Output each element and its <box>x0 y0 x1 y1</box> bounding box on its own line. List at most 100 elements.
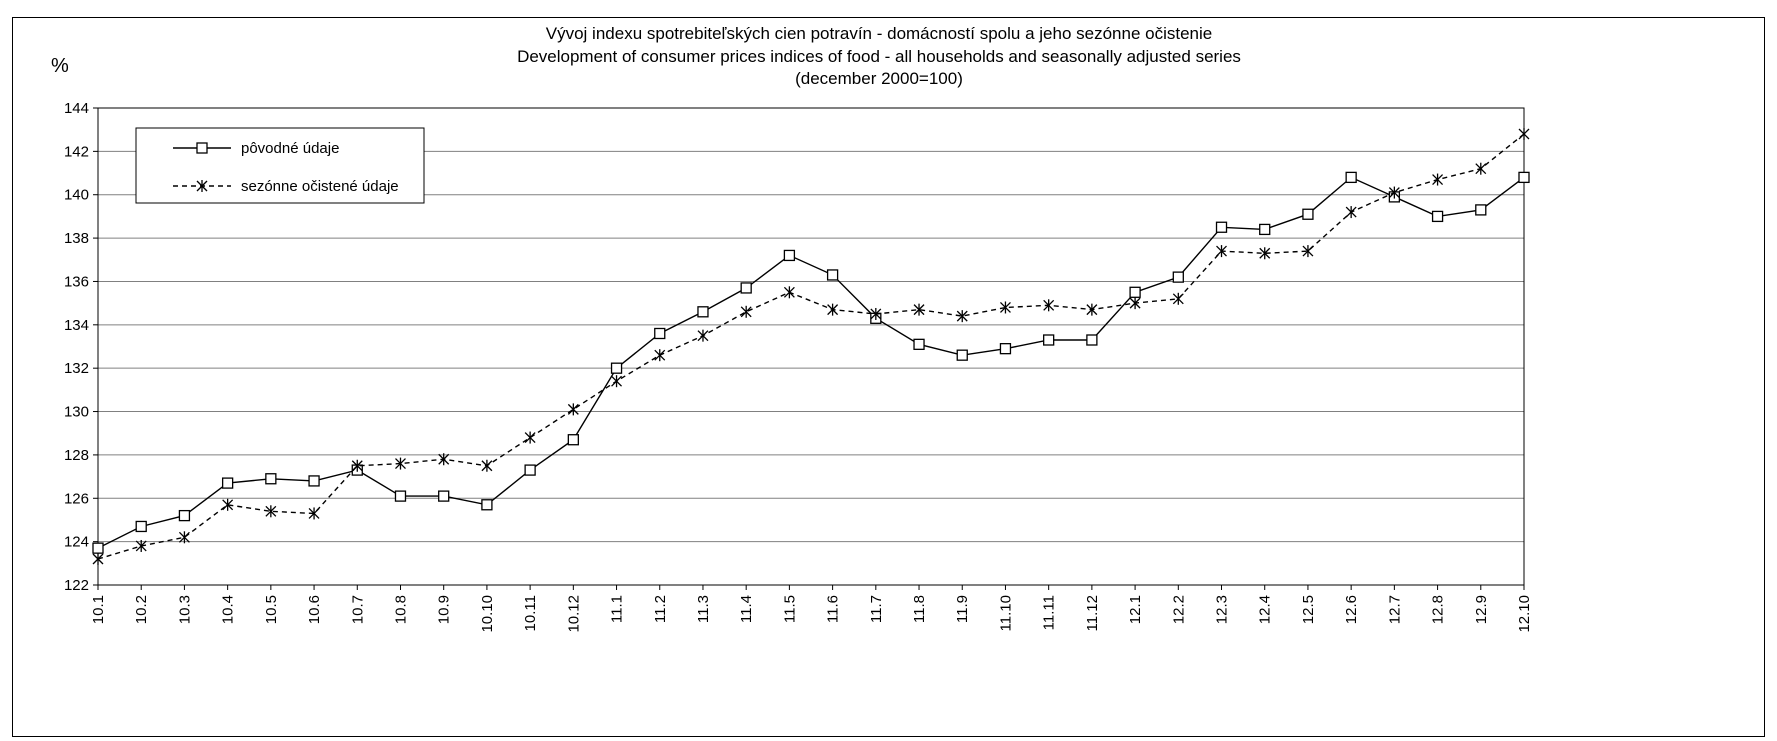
data-point-square <box>178 509 191 522</box>
data-point-asterisk <box>222 498 234 511</box>
data-point-asterisk <box>697 329 709 342</box>
x-tick-label: 10.1 <box>90 595 107 624</box>
data-point-square <box>826 269 839 281</box>
y-tick-label: 124 <box>64 534 89 551</box>
data-point-asterisk <box>351 459 363 472</box>
x-tick-label: 11.6 <box>825 595 842 623</box>
line-chart: Vývoj indexu spotrebiteľských cien potra… <box>51 24 1533 633</box>
data-point-square <box>610 362 623 374</box>
x-tick-label: 11.11 <box>1041 595 1058 630</box>
legend-label: sezónne očistené údaje <box>241 178 399 195</box>
data-point-asterisk <box>999 301 1011 314</box>
data-point-asterisk <box>1129 297 1141 310</box>
x-tick-label: 10.11 <box>522 595 539 631</box>
data-point-square <box>1086 334 1098 346</box>
chart-title-line-1: Vývoj indexu spotrebiteľských cien potra… <box>546 24 1212 43</box>
x-tick-label: 12.3 <box>1214 595 1231 624</box>
data-point-square <box>481 499 493 511</box>
y-tick-label: 144 <box>64 100 89 117</box>
y-tick-label: 130 <box>64 404 89 421</box>
x-tick-label: 11.10 <box>997 595 1014 631</box>
legend-label: pôvodné údaje <box>241 140 339 157</box>
data-point-square <box>394 490 407 502</box>
y-tick-label: 126 <box>64 490 89 507</box>
data-point-asterisk <box>481 459 493 472</box>
x-tick-label: 12.8 <box>1430 595 1447 624</box>
x-tick-label: 12.6 <box>1343 595 1360 624</box>
data-point-asterisk <box>870 307 882 320</box>
data-point-square <box>697 306 709 318</box>
y-tick-label: 142 <box>64 143 89 160</box>
data-point-asterisk <box>913 303 925 316</box>
data-point-square <box>783 249 796 262</box>
x-tick-label: 10.5 <box>263 595 280 624</box>
gridlines <box>98 150 1524 543</box>
data-point-asterisk <box>1086 303 1098 316</box>
x-tick-label: 10.8 <box>392 595 409 624</box>
data-point-asterisk <box>1216 245 1227 258</box>
series-line <box>97 133 1525 560</box>
data-point-asterisk <box>524 431 536 444</box>
data-point-square <box>92 542 104 554</box>
data-point-square <box>956 349 968 361</box>
data-point-asterisk <box>92 552 104 565</box>
y-tick-label: 134 <box>64 317 89 334</box>
x-tick-label: 12.5 <box>1300 595 1317 624</box>
y-tick-label: 132 <box>64 360 89 377</box>
data-point-square <box>1518 171 1530 184</box>
data-point-square <box>1215 221 1228 233</box>
x-tick-label: 12.2 <box>1170 595 1187 624</box>
data-point-square <box>654 327 666 340</box>
legend-box <box>135 127 425 204</box>
data-point-asterisk <box>1259 247 1271 260</box>
data-point-square <box>308 475 320 487</box>
series-seasonally-adjusted <box>92 128 1530 565</box>
data-point-square <box>196 142 208 154</box>
data-point-square <box>913 338 925 350</box>
data-point-asterisk <box>265 505 277 518</box>
plot-area-border <box>97 107 1525 586</box>
x-tick-label: 12.9 <box>1473 595 1490 624</box>
data-point-asterisk <box>1432 173 1444 186</box>
data-point-square <box>740 282 752 294</box>
y-tick-label: 140 <box>64 187 89 204</box>
data-point-square <box>265 473 277 485</box>
data-point-asterisk <box>1345 206 1357 219</box>
data-point-asterisk <box>654 349 666 362</box>
data-point-asterisk <box>783 286 795 299</box>
x-tick-label: 10.7 <box>349 595 366 624</box>
data-point-asterisk <box>1518 128 1530 141</box>
y-tick-label: 128 <box>64 447 89 464</box>
x-tick-label: 11.8 <box>911 595 928 623</box>
data-point-square <box>1172 271 1184 283</box>
data-point-square <box>135 520 147 533</box>
data-point-square <box>524 464 536 476</box>
data-point-asterisk <box>1172 292 1184 305</box>
series-layer <box>92 128 1530 565</box>
data-point-asterisk <box>135 539 147 552</box>
data-point-square <box>999 343 1012 355</box>
data-point-square <box>1475 204 1487 216</box>
y-tick-label: 138 <box>64 230 89 247</box>
x-tick-label: 10.6 <box>306 595 323 624</box>
x-tick-label: 11.7 <box>868 595 885 623</box>
data-point-asterisk <box>438 453 450 466</box>
data-point-asterisk <box>567 403 579 416</box>
y-axis-unit-label: % <box>51 55 69 77</box>
data-point-asterisk <box>196 180 208 192</box>
x-tick-label: 11.2 <box>652 595 669 623</box>
data-point-asterisk <box>827 303 839 316</box>
x-tick-label: 10.9 <box>436 595 453 624</box>
data-point-square <box>1129 286 1141 298</box>
chart-title-line-3: (december 2000=100) <box>795 69 963 88</box>
x-tick-label: 12.7 <box>1386 595 1403 624</box>
data-point-square <box>438 490 450 502</box>
data-point-square <box>1431 210 1444 223</box>
y-tick-label: 122 <box>64 577 89 594</box>
data-point-asterisk <box>1043 299 1055 312</box>
y-tick-label: 136 <box>64 273 89 290</box>
x-tick-label: 10.4 <box>220 595 237 624</box>
data-point-asterisk <box>740 305 752 318</box>
x-tick-label: 11.1 <box>609 595 626 623</box>
x-tick-label: 12.10 <box>1516 595 1533 633</box>
